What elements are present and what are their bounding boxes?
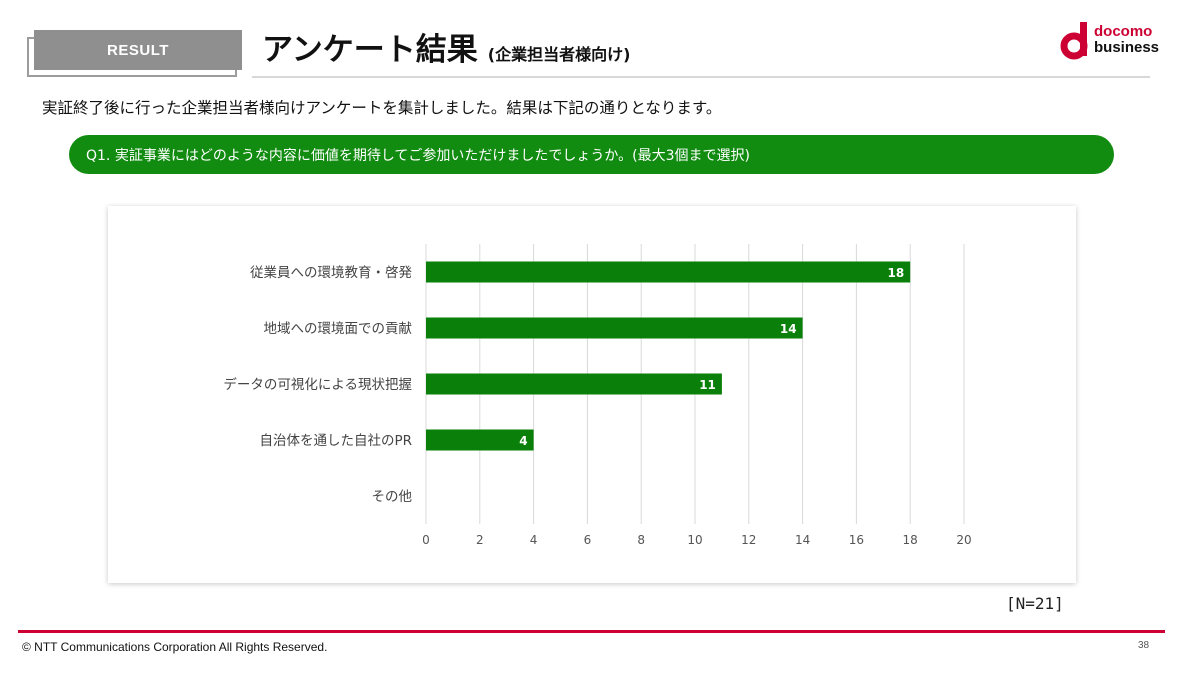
page-title: アンケート結果 (企業担当者様向け) bbox=[262, 24, 630, 69]
x-tick-label: 4 bbox=[530, 533, 538, 547]
bar bbox=[426, 261, 911, 283]
x-tick-label: 0 bbox=[422, 533, 430, 547]
category-label: 自治体を通した自社のPR bbox=[259, 433, 412, 449]
data-label: 4 bbox=[519, 434, 527, 448]
docomo-business-logo: docomo business bbox=[1060, 22, 1166, 62]
category-label: データの可視化による現状把握 bbox=[223, 376, 412, 393]
chart-card: 0 2 4 6 8 10 12 14 16 18 20 従業員への環境教育・啓発 18 地域への環境面での… bbox=[108, 206, 1076, 583]
bar bbox=[426, 317, 803, 339]
bar bbox=[426, 373, 722, 395]
footer-divider bbox=[18, 630, 1165, 633]
sample-size-label: [N=21] bbox=[1006, 594, 1064, 613]
x-tick-label: 20 bbox=[956, 533, 971, 547]
category-label: 従業員への環境教育・啓発 bbox=[250, 265, 412, 281]
question-banner: Q1. 実証事業にはどのような内容に価値を期待してご参加いただけましたでしょうか… bbox=[69, 135, 1114, 174]
logo-text-docomo: docomo bbox=[1094, 23, 1153, 40]
survey-description: 実証終了後に行った企業担当者様向けアンケートを集計しました。結果は下記の通りとな… bbox=[42, 99, 722, 117]
x-tick-label: 10 bbox=[687, 533, 702, 547]
data-label: 11 bbox=[699, 378, 716, 392]
x-tick-label: 12 bbox=[741, 533, 756, 547]
logo-text-business: business bbox=[1094, 39, 1160, 56]
docomo-d-mark-icon bbox=[1060, 22, 1088, 60]
title-divider bbox=[252, 76, 1150, 78]
x-tick-label: 14 bbox=[795, 533, 810, 547]
x-tick-label: 6 bbox=[584, 533, 592, 547]
result-tab: RESULT bbox=[34, 30, 242, 70]
category-label: その他 bbox=[372, 489, 413, 505]
copyright-text: © NTT Communications Corporation All Rig… bbox=[22, 640, 328, 654]
page-number: 38 bbox=[1138, 640, 1150, 651]
data-label: 14 bbox=[780, 322, 797, 336]
page-subtitle: (企業担当者様向け) bbox=[487, 45, 631, 64]
x-tick-label: 8 bbox=[637, 533, 645, 547]
x-tick-label: 18 bbox=[903, 533, 918, 547]
x-tick-label: 16 bbox=[849, 533, 864, 547]
bar-chart: 0 2 4 6 8 10 12 14 16 18 20 従業員への環境教育・啓発 18 地域への環境面での… bbox=[223, 244, 972, 547]
category-label: 地域への環境面での貢献 bbox=[264, 321, 413, 337]
data-label: 18 bbox=[887, 266, 904, 280]
page-title-text: アンケート結果 bbox=[262, 32, 478, 68]
question-text: Q1. 実証事業にはどのような内容に価値を期待してご参加いただけましたでしょうか… bbox=[86, 147, 750, 164]
x-tick-label: 2 bbox=[476, 533, 484, 547]
bar bbox=[426, 429, 534, 451]
